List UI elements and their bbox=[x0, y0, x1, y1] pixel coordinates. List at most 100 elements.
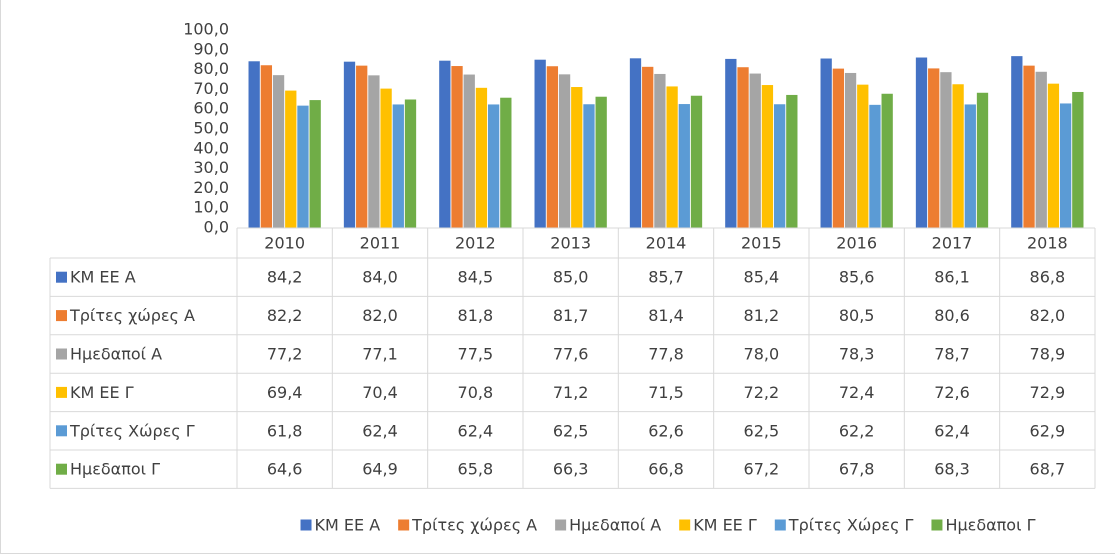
bar bbox=[832, 68, 845, 228]
bar bbox=[952, 84, 964, 228]
bar bbox=[487, 104, 500, 228]
bar bbox=[737, 67, 749, 228]
bar bbox=[928, 68, 940, 228]
legend-label: ΚΜ ΕΕ Γ bbox=[693, 516, 757, 535]
table-value: 71,2 bbox=[553, 383, 589, 402]
bar bbox=[1072, 91, 1084, 228]
bar bbox=[595, 96, 607, 228]
bar bbox=[820, 58, 832, 229]
table-value: 61,8 bbox=[267, 421, 303, 440]
bar bbox=[678, 104, 690, 228]
bar bbox=[439, 60, 451, 228]
table-value: 85,4 bbox=[744, 268, 780, 287]
table-value: 62,2 bbox=[839, 421, 875, 440]
bar bbox=[546, 66, 559, 228]
table-value: 70,8 bbox=[458, 383, 494, 402]
y-tick-label: 100,0 bbox=[183, 20, 229, 39]
bar bbox=[749, 73, 761, 228]
table-value: 81,7 bbox=[553, 306, 589, 325]
y-tick-label: 40,0 bbox=[193, 138, 229, 157]
bar bbox=[1047, 83, 1060, 229]
bar bbox=[786, 94, 798, 228]
table-value: 81,8 bbox=[458, 306, 494, 325]
table-key bbox=[56, 310, 67, 322]
bar bbox=[725, 58, 737, 228]
table-value: 81,2 bbox=[744, 306, 780, 325]
x-tick-label: 2012 bbox=[455, 234, 496, 253]
bar bbox=[857, 84, 869, 228]
table-value: 70,4 bbox=[362, 383, 398, 402]
bar bbox=[404, 99, 417, 228]
bar bbox=[881, 93, 893, 228]
bar bbox=[248, 61, 260, 229]
table-value: 72,9 bbox=[1030, 383, 1066, 402]
table-key bbox=[56, 271, 67, 283]
table-value: 62,4 bbox=[362, 421, 398, 440]
table-value: 77,2 bbox=[267, 345, 303, 364]
y-tick-label: 90,0 bbox=[193, 39, 229, 58]
bar bbox=[380, 88, 392, 228]
bar bbox=[260, 65, 273, 228]
bar bbox=[915, 57, 928, 228]
y-tick-label: 50,0 bbox=[193, 119, 229, 138]
table-value: 68,7 bbox=[1030, 460, 1066, 479]
bar bbox=[558, 74, 571, 229]
y-tick-label: 30,0 bbox=[193, 158, 229, 177]
bar bbox=[392, 104, 404, 228]
table-value: 72,4 bbox=[839, 383, 875, 402]
x-tick-label: 2010 bbox=[264, 234, 305, 253]
bar bbox=[356, 65, 368, 228]
bar bbox=[272, 75, 285, 228]
legend-key bbox=[774, 519, 786, 531]
legend-key bbox=[679, 519, 691, 531]
table-value: 68,3 bbox=[934, 460, 970, 479]
bar bbox=[1035, 71, 1047, 228]
table-value: 62,4 bbox=[934, 421, 970, 440]
table-value: 85,7 bbox=[648, 268, 684, 287]
bar bbox=[964, 104, 976, 228]
table-value: 62,5 bbox=[744, 421, 780, 440]
y-tick-label: 80,0 bbox=[193, 59, 229, 78]
table-row-label: Τρίτες χώρες Α bbox=[69, 306, 195, 325]
bar bbox=[475, 87, 488, 228]
table-value: 80,5 bbox=[839, 306, 875, 325]
legend-label: ΚΜ ΕΕ Α bbox=[315, 516, 381, 535]
bar bbox=[1059, 103, 1072, 228]
table-value: 86,8 bbox=[1030, 268, 1066, 287]
bar bbox=[654, 73, 666, 229]
table-value: 72,6 bbox=[934, 383, 970, 402]
table-value: 62,5 bbox=[553, 421, 589, 440]
table-value: 84,5 bbox=[458, 268, 494, 287]
table-value: 81,4 bbox=[648, 306, 684, 325]
table-row-label: ΚΜ ΕΕ Α bbox=[70, 268, 136, 287]
bar bbox=[976, 92, 989, 229]
table-value: 77,1 bbox=[362, 345, 398, 364]
y-tick-label: 0,0 bbox=[204, 218, 229, 237]
legend-label: Τρίτες Χώρες Γ bbox=[788, 516, 914, 535]
table-value: 62,4 bbox=[458, 421, 494, 440]
table-value: 82,2 bbox=[267, 306, 303, 325]
y-tick-label: 20,0 bbox=[193, 178, 229, 197]
bar bbox=[451, 66, 463, 228]
y-tick-label: 70,0 bbox=[193, 79, 229, 98]
legend-key bbox=[931, 519, 943, 531]
x-tick-label: 2018 bbox=[1027, 234, 1068, 253]
bar bbox=[463, 74, 475, 228]
bar bbox=[309, 100, 321, 228]
table-value: 77,6 bbox=[553, 345, 589, 364]
legend-label: Τρίτες χώρες Α bbox=[411, 516, 537, 535]
bar bbox=[534, 59, 546, 229]
bar bbox=[1011, 56, 1023, 228]
table-row-label: Ημεδαποι Γ bbox=[70, 460, 160, 479]
table-value: 66,3 bbox=[553, 460, 589, 479]
x-tick-label: 2016 bbox=[836, 234, 877, 253]
bar bbox=[940, 72, 952, 228]
bar bbox=[285, 90, 297, 228]
table-key bbox=[56, 386, 67, 398]
table-value: 77,8 bbox=[648, 345, 684, 364]
table-row-label: Ημεδαποί Α bbox=[70, 345, 162, 364]
bar bbox=[368, 75, 380, 228]
table-value: 78,7 bbox=[934, 345, 970, 364]
legend-key bbox=[300, 519, 312, 531]
table-value: 62,9 bbox=[1030, 421, 1066, 440]
